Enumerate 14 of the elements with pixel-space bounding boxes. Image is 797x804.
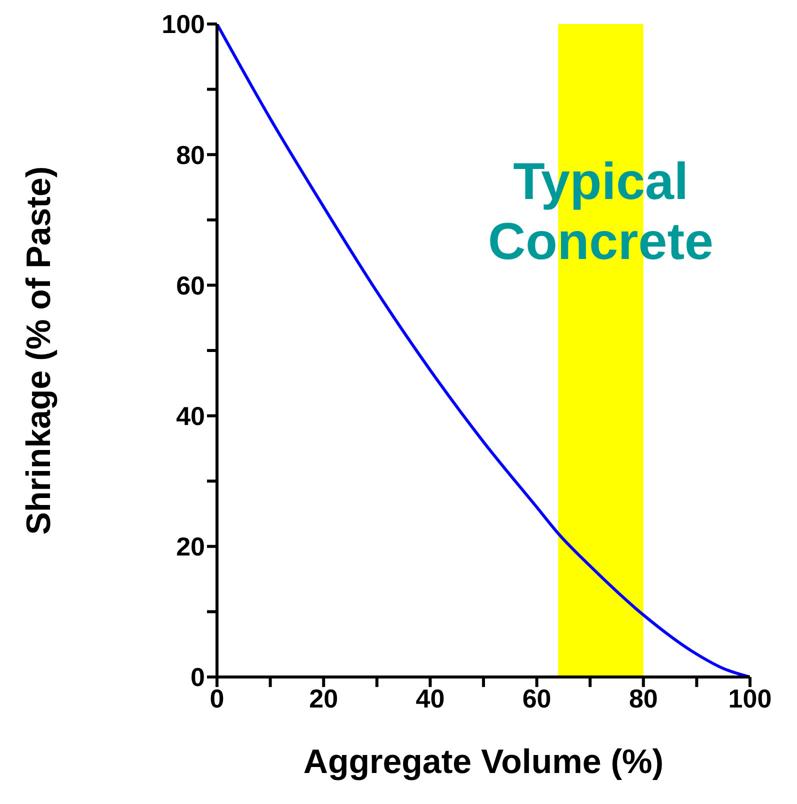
- x-tick-label: 20: [309, 683, 338, 714]
- x-axis-title: Aggregate Volume (%): [303, 743, 664, 781]
- x-tick-label: 100: [728, 683, 772, 714]
- y-axis-title: Shrinkage (% of Paste): [20, 166, 58, 535]
- x-tick-label: 60: [522, 683, 552, 714]
- y-tick-label: 60: [176, 270, 205, 300]
- y-tick-label: 80: [176, 140, 205, 170]
- y-tick-label: 0: [190, 662, 205, 692]
- x-tick-label: 0: [210, 683, 224, 714]
- y-tick-label: 100: [162, 9, 205, 40]
- y-tick-label: 20: [176, 532, 205, 562]
- y-tick-label: 40: [176, 401, 205, 432]
- x-tick-label: 80: [628, 683, 658, 714]
- x-tick-label: 40: [416, 683, 445, 714]
